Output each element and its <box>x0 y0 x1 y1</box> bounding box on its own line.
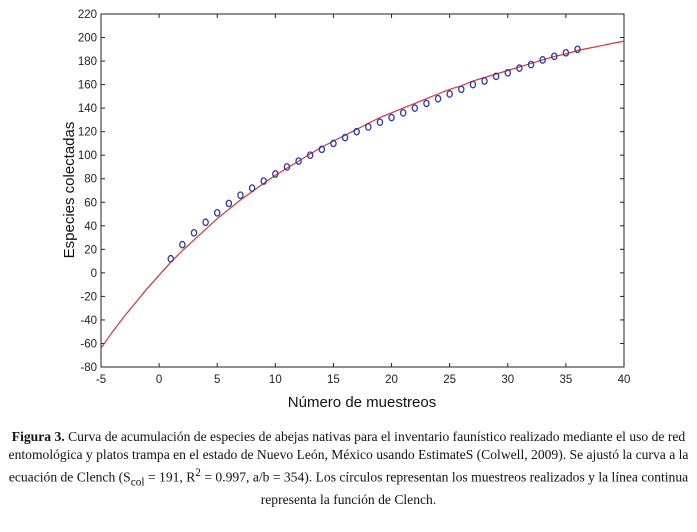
x-tick-label: 20 <box>385 374 398 386</box>
axis-ticks: -5 0 5 10 15 20 25 30 35 40 -80 -60 -40 -20 0 20 40 60 80 1… <box>78 9 631 386</box>
caption-text-3: = 0.997, a/b = 354). Los círculos repres… <box>200 469 689 508</box>
caption-label: Figura 3. <box>11 429 65 444</box>
y-tick-label: 220 <box>78 9 97 21</box>
y-tick-label: 160 <box>78 80 97 92</box>
y-tick-label: 60 <box>84 197 97 209</box>
x-tick-label: 10 <box>269 374 282 386</box>
sample-point <box>213 209 221 217</box>
y-tick-label: -60 <box>80 338 97 350</box>
sample-point <box>260 177 267 185</box>
sample-point <box>562 48 570 57</box>
sample-point <box>190 229 198 237</box>
y-tick-label: -20 <box>80 291 97 303</box>
x-tick-label: -5 <box>96 374 106 386</box>
y-axis-title: Especies colectadas <box>61 122 78 259</box>
sample-point <box>237 191 244 200</box>
y-tick-label: -40 <box>80 315 97 327</box>
chart: -5 0 5 10 15 20 25 30 35 40 -80 -60 -40 -20 0 20 40 60 80 1… <box>61 9 631 411</box>
sample-point <box>399 108 407 117</box>
y-tick-label: 80 <box>84 174 97 186</box>
sample-point <box>318 145 326 154</box>
sample-point <box>551 52 558 61</box>
sample-point <box>202 218 209 227</box>
y-tick-label: 100 <box>78 150 97 162</box>
sample-point <box>225 199 233 208</box>
x-tick-label: 30 <box>501 374 514 386</box>
x-tick-label: 0 <box>156 374 162 386</box>
x-tick-label: 5 <box>214 374 220 386</box>
sample-point <box>411 104 419 112</box>
sample-point <box>295 157 302 165</box>
sample-point <box>527 60 535 69</box>
sample-point <box>539 56 546 64</box>
sample-point <box>306 151 314 160</box>
y-tick-label: 20 <box>84 244 97 256</box>
sample-point <box>272 170 279 178</box>
sample-point <box>458 85 465 94</box>
fit-layer <box>100 40 625 349</box>
sample-point <box>365 123 372 131</box>
plot-frame <box>100 13 625 368</box>
sample-point <box>423 99 430 108</box>
sample-point <box>376 118 384 127</box>
y-tick-label: 0 <box>91 268 97 280</box>
caption-subscript: col <box>130 476 145 489</box>
clench-fit-line <box>100 40 625 349</box>
sample-point <box>481 77 488 85</box>
sample-point <box>388 113 395 122</box>
sample-point <box>167 254 174 263</box>
sample-point <box>341 133 349 142</box>
x-tick-label: 15 <box>327 374 340 386</box>
y-tick-label: 120 <box>78 127 97 139</box>
sample-point <box>248 184 256 192</box>
x-tick-label: 25 <box>443 374 456 386</box>
sample-point <box>434 94 442 103</box>
sample-point <box>179 240 186 249</box>
y-tick-label: 140 <box>78 103 97 115</box>
sample-point <box>283 163 291 171</box>
sample-point <box>330 139 337 148</box>
sample-point <box>469 80 477 89</box>
y-tick-label: 200 <box>78 33 97 45</box>
sample-point <box>574 45 581 54</box>
caption-text-2: = 191, R <box>144 469 196 485</box>
sample-point <box>504 68 512 77</box>
x-axis-title: Número de muestreos <box>288 394 436 411</box>
x-tick-label: 35 <box>559 374 572 386</box>
y-tick-label: 40 <box>84 221 97 233</box>
y-tick-label: 180 <box>78 56 97 68</box>
sample-point <box>446 90 453 98</box>
figure-caption: Figura 3. Curva de acumulación de especi… <box>4 428 693 509</box>
caption-superscript: 2 <box>195 467 201 479</box>
sample-point <box>516 64 523 72</box>
x-tick-label: 40 <box>618 374 631 386</box>
sample-point <box>492 72 500 81</box>
caption-text-1: Curva de acumulación de especies de abej… <box>8 429 689 485</box>
points-layer <box>167 45 581 263</box>
y-tick-label: -80 <box>80 362 97 374</box>
sample-point <box>353 127 360 136</box>
